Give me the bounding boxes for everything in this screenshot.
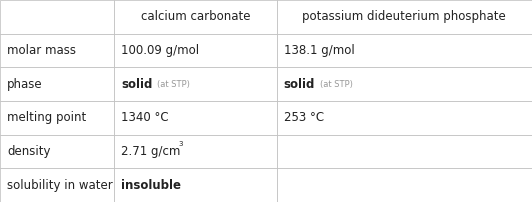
Bar	[277, 101, 532, 135]
Bar	[0, 34, 114, 67]
Text: 1340 °C: 1340 °C	[121, 111, 169, 124]
Bar	[114, 34, 277, 67]
Text: phase: phase	[7, 78, 43, 91]
Text: 253 °C: 253 °C	[284, 111, 323, 124]
Text: solid: solid	[284, 78, 315, 91]
Bar	[114, 101, 277, 135]
Text: potassium dideuterium phosphate: potassium dideuterium phosphate	[303, 10, 506, 23]
Text: calcium carbonate: calcium carbonate	[141, 10, 250, 23]
Text: 138.1 g/mol: 138.1 g/mol	[284, 44, 354, 57]
Text: (at STP): (at STP)	[157, 80, 190, 89]
Text: 3: 3	[178, 141, 182, 147]
Text: density: density	[7, 145, 51, 158]
Bar	[114, 168, 277, 202]
Text: solid: solid	[121, 78, 153, 91]
Bar	[114, 135, 277, 168]
Text: insoluble: insoluble	[121, 179, 181, 192]
Bar	[114, 67, 277, 101]
Text: (at STP): (at STP)	[320, 80, 353, 89]
Bar	[0, 168, 114, 202]
Bar	[277, 0, 532, 34]
Text: molar mass: molar mass	[7, 44, 76, 57]
Bar	[0, 0, 114, 34]
Bar	[0, 67, 114, 101]
Bar	[114, 0, 277, 34]
Text: melting point: melting point	[7, 111, 86, 124]
Bar	[277, 67, 532, 101]
Bar	[277, 34, 532, 67]
Bar	[0, 101, 114, 135]
Text: 100.09 g/mol: 100.09 g/mol	[121, 44, 200, 57]
Bar	[0, 135, 114, 168]
Text: 2.71 g/cm: 2.71 g/cm	[121, 145, 181, 158]
Bar	[277, 135, 532, 168]
Text: solubility in water: solubility in water	[7, 179, 113, 192]
Bar	[277, 168, 532, 202]
